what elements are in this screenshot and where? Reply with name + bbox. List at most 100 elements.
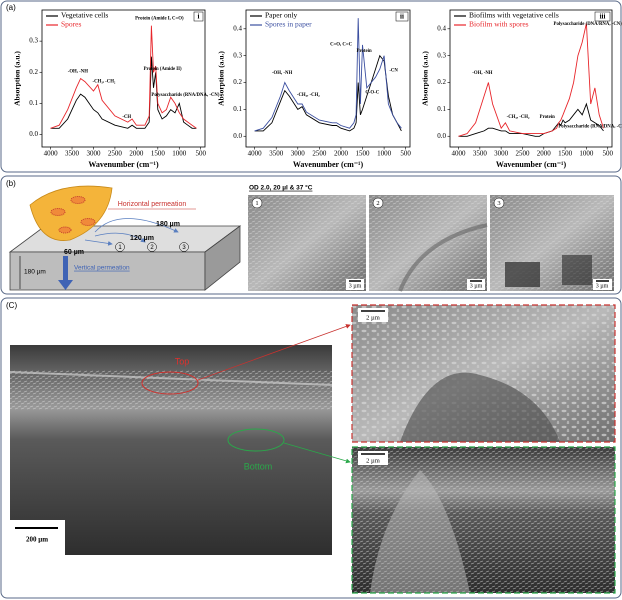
panel-tag: i	[198, 12, 200, 20]
y-axis-label: Absorption (a.u.)	[13, 51, 22, 106]
label: 60 µm	[64, 249, 84, 256]
series-line	[50, 25, 197, 129]
scale-bar	[251, 197, 612, 290]
panel-tag-box	[395, 11, 409, 22]
x-tick-label: 1000	[172, 150, 187, 158]
legend-label: Biofilms with vegetative cells	[469, 11, 559, 20]
label: Top	[175, 356, 190, 366]
sem-image	[248, 195, 614, 292]
x-tick-label: 2500	[108, 150, 123, 158]
plot-frame	[449, 9, 613, 148]
scale-label: 3 µm	[349, 283, 362, 289]
panel-frame	[0, 0, 622, 173]
y-tick-label: 0.0	[233, 132, 242, 140]
annotation: -CH₃, -CH₂	[507, 115, 530, 120]
label: 180 µm	[24, 269, 46, 276]
label: OD 2.0, 20 µl & 37 °C	[249, 184, 313, 192]
image-number: 1	[255, 200, 258, 207]
legend-label: Vegetative cells	[61, 11, 108, 20]
x-tick-label: 2500	[312, 150, 327, 158]
x-tick-label: 500	[195, 150, 206, 158]
scale-label: 2 µm	[366, 314, 380, 321]
panel-frame	[0, 175, 622, 295]
x-tick-label: 2000	[129, 150, 144, 158]
x-tick-label: 1000	[377, 150, 392, 158]
annotation: Polysaccharide (DNA/RNA, -CN)	[554, 22, 622, 27]
annotation: -CH	[122, 115, 131, 120]
x-axis-label: Wavenumber (cm⁻¹)	[496, 160, 567, 169]
label: Horizontal permeation	[118, 201, 187, 208]
label: 3	[182, 245, 186, 251]
annotation: -OH, -NH	[68, 70, 89, 75]
annotation: -CH₃, -CH₂	[93, 79, 116, 84]
series-line	[254, 18, 402, 132]
annotation: C=O, C=C	[330, 42, 353, 47]
panel-tag-box	[193, 11, 204, 22]
x-tick-label: 3000	[494, 150, 509, 158]
y-tick-label: 0.0	[437, 132, 446, 140]
x-axis-label: Wavenumber (cm⁻¹)	[293, 160, 364, 169]
image-number: 3	[497, 200, 500, 207]
annotation: Polysaccharids (RNA/DNA, -CN)	[151, 93, 219, 98]
label: 120 µm	[130, 235, 154, 242]
x-tick-label: 2500	[515, 150, 530, 158]
x-tick-label: 3000	[291, 150, 306, 158]
annotation: Polysaccharide (RNA/DNA, -CN)	[558, 125, 622, 130]
panel-label: (C)	[6, 301, 17, 310]
annotation: Protein	[357, 49, 372, 54]
y-tick-label: 0.3	[437, 51, 446, 59]
legend-label: Biofilm with spores	[469, 20, 529, 29]
x-tick-label: 500	[400, 150, 411, 158]
panel-label: (b)	[6, 179, 16, 188]
series-line	[254, 54, 402, 132]
annotation: -CH₃, -CH₂	[297, 93, 320, 98]
series-line	[458, 102, 604, 137]
panel-frame	[0, 297, 622, 599]
chart: 4000 3500 3000 2500 2000 1500 1000 500 0.0 0.1 0.2…	[13, 9, 220, 169]
y-tick-label: 0.2	[437, 78, 446, 86]
label: Vertical permeation	[74, 265, 130, 272]
x-tick-label: 2000	[334, 150, 349, 158]
x-tick-label: 1500	[356, 150, 371, 158]
label: Bottom	[244, 461, 273, 471]
scale-label: 200 µm	[26, 536, 48, 544]
sem-image	[9, 304, 616, 594]
charts: 4000 3500 3000 2500 2000 1500 1000 500 0.0 0.1 0.2…	[13, 9, 622, 169]
annotation: Protein	[540, 115, 555, 120]
annotation: -CN	[389, 68, 398, 73]
x-tick-label: 3000	[86, 150, 101, 158]
y-tick-label: 0.3	[233, 51, 242, 59]
label: 2	[150, 245, 154, 251]
scale-label: 2 µm	[366, 457, 380, 464]
panel-tag: ii	[400, 12, 404, 20]
image-number: 2	[376, 200, 379, 207]
annotation: Protein (Amide II)	[144, 67, 182, 72]
y-tick-label: 0.1	[233, 105, 242, 113]
schematic	[8, 185, 242, 291]
annotation: C-O-C	[365, 90, 379, 95]
x-tick-label: 1500	[151, 150, 166, 158]
legend-label: Paper only	[265, 11, 298, 20]
y-tick-label: 0.4	[233, 24, 242, 32]
x-tick-label: 1000	[579, 150, 594, 158]
plot-frame	[41, 9, 206, 148]
y-axis-label: Absorption (a.u.)	[217, 51, 226, 106]
x-tick-label: 2000	[537, 150, 552, 158]
x-tick-label: 4000	[44, 150, 59, 158]
y-tick-label: 0.2	[29, 68, 38, 76]
chart: 4000 3500 3000 2500 2000 1500 1000 500 0.0 0.1 0.2…	[217, 9, 411, 169]
x-tick-label: 4000	[452, 150, 467, 158]
x-tick-label: 500	[602, 150, 613, 158]
x-tick-label: 4000	[248, 150, 263, 158]
plot-frame	[245, 9, 411, 148]
y-tick-label: 0.0	[29, 130, 38, 138]
annotation: -OH, -NH	[472, 71, 493, 76]
scale-label: 3 µm	[470, 283, 483, 289]
y-tick-label: 0.4	[437, 24, 446, 32]
label: 1	[118, 245, 122, 251]
x-tick-label: 1500	[558, 150, 573, 158]
x-axis-label: Wavenumber (cm⁻¹)	[88, 160, 159, 169]
y-axis-label: Absorption (a.u.)	[421, 51, 430, 106]
scale-label: 3 µm	[596, 283, 609, 289]
y-tick-label: 0.3	[29, 37, 38, 45]
